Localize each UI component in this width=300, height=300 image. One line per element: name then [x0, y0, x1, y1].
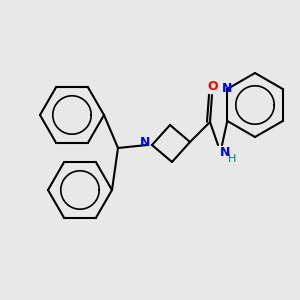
Text: O: O [208, 80, 218, 94]
Text: N: N [140, 136, 150, 149]
Text: N: N [222, 82, 232, 95]
Text: N: N [220, 146, 230, 160]
Text: H: H [228, 154, 236, 164]
